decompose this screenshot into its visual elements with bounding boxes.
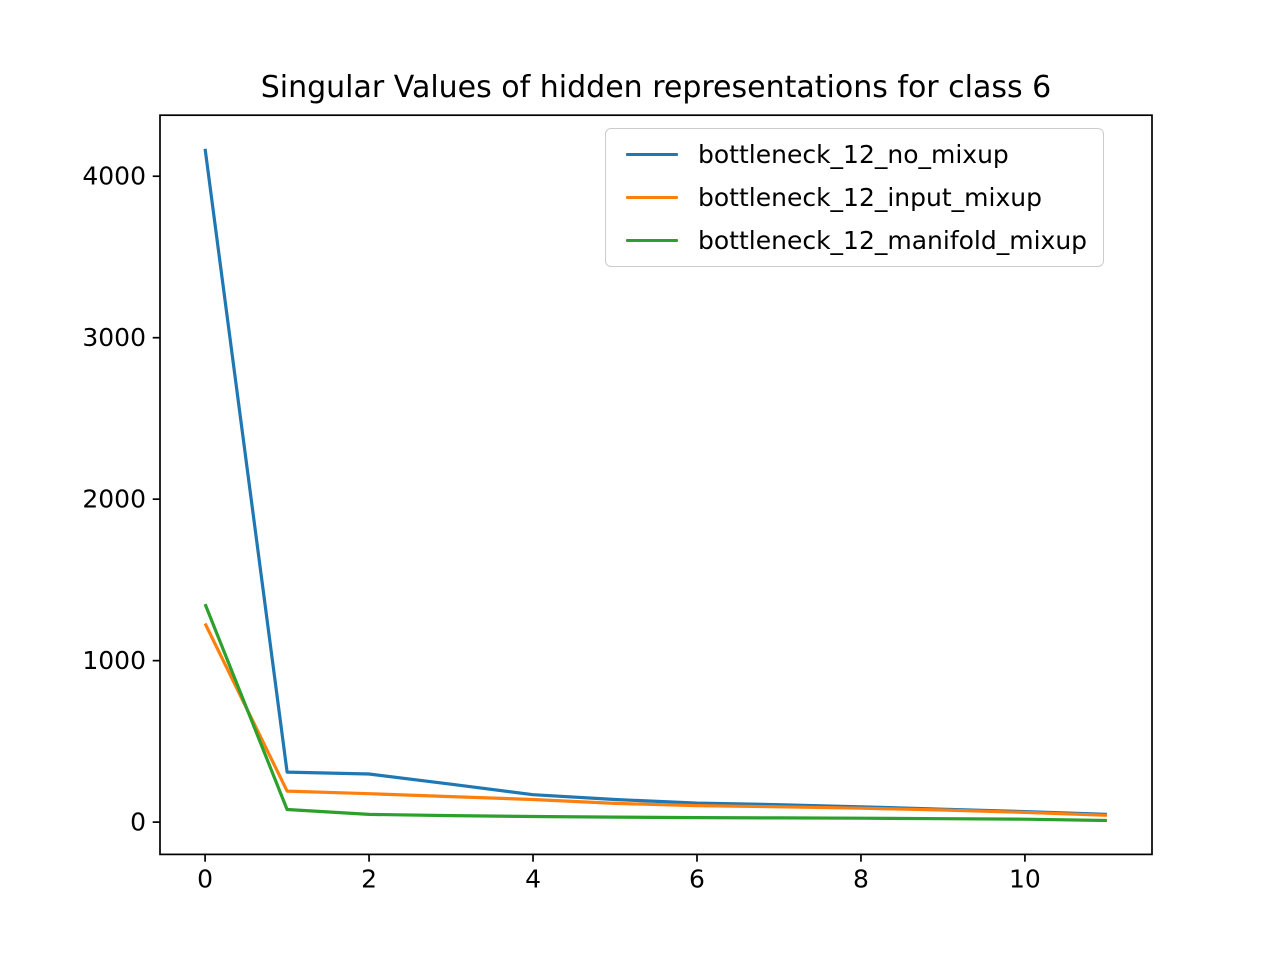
x-tick-label: 0 (197, 864, 213, 893)
y-tick-label: 3000 (82, 323, 146, 352)
x-tick-label: 10 (1009, 864, 1041, 893)
series-line-bottleneck_12_manifold_mixup (203, 603, 1107, 823)
y-tick-label: 4000 (82, 162, 146, 191)
legend-line-swatch (626, 238, 678, 243)
legend-item: bottleneck_12_input_mixup (618, 182, 1087, 213)
plot-area: 0 1000 2000 3000 4000 0 2 4 6 8 10 (82, 114, 1153, 893)
legend-line-swatch (626, 195, 678, 200)
x-tick-label: 2 (361, 864, 377, 893)
chart-title: Singular Values of hidden representation… (261, 70, 1052, 105)
y-tick-label: 1000 (82, 646, 146, 675)
legend: bottleneck_12_no_mixup bottleneck_12_inpu… (605, 128, 1105, 267)
legend-item: bottleneck_12_manifold_mixup (618, 225, 1087, 256)
legend-item: bottleneck_12_no_mixup (618, 139, 1087, 170)
x-tick-label: 6 (689, 864, 705, 893)
legend-label: bottleneck_12_input_mixup (698, 183, 1042, 212)
y-tick-label: 2000 (82, 485, 146, 514)
plot-border (159, 114, 1153, 856)
legend-line-swatch (626, 152, 678, 157)
series-line-bottleneck_12_input_mixup (203, 622, 1107, 817)
legend-label: bottleneck_12_no_mixup (698, 140, 1009, 169)
x-tick-label: 8 (853, 864, 869, 893)
y-tick-label: 0 (130, 808, 146, 837)
legend-label: bottleneck_12_manifold_mixup (698, 226, 1088, 255)
x-tick-label: 4 (525, 864, 541, 893)
